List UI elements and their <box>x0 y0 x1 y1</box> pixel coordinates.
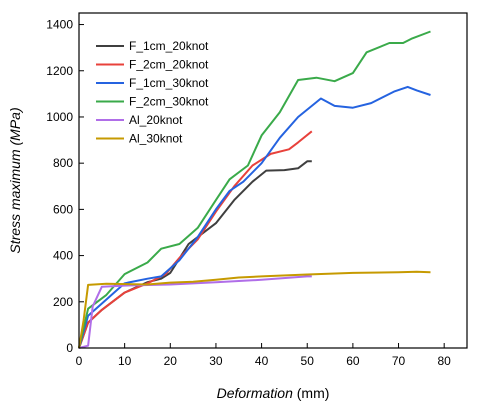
x-axis-title-main: Deformation <box>217 385 293 401</box>
series-line <box>78 85 431 349</box>
x-tick-label: 40 <box>255 354 269 368</box>
legend-label: Al_20knot <box>129 113 183 127</box>
legend: F_1cm_20knot F_2cm_20knot F_1cm_30knot F_2c… <box>96 39 209 146</box>
y-axis-title-main: Stress maximum <box>7 146 23 254</box>
x-tick-label: 60 <box>346 354 360 368</box>
x-axis-title-unit: (mm) <box>293 385 330 401</box>
ticks-layer: 0 10 20 30 40 50 60 70 8002004006008001000120014… <box>46 18 451 368</box>
series-line <box>78 270 431 349</box>
series-line <box>78 30 431 349</box>
x-tick-label: 70 <box>392 354 406 368</box>
legend-label: Al_30knot <box>129 132 183 146</box>
legend-label: F_2cm_20knot <box>129 58 209 72</box>
x-axis-title: Deformation (mm) <box>217 385 330 401</box>
y-tick-label: 0 <box>66 341 73 355</box>
x-tick-label: 20 <box>164 354 178 368</box>
x-tick-label: 80 <box>437 354 451 368</box>
x-tick-label: 0 <box>76 354 83 368</box>
legend-label: F_1cm_30knot <box>129 76 209 90</box>
y-tick-label: 1200 <box>46 64 73 78</box>
x-tick-label: 10 <box>118 354 132 368</box>
y-tick-label: 1000 <box>46 110 73 124</box>
x-tick-label: 50 <box>301 354 315 368</box>
y-tick-label: 600 <box>53 202 73 216</box>
y-tick-label: 1400 <box>46 18 73 32</box>
legend-label: F_2cm_30knot <box>129 95 209 109</box>
y-tick-label: 200 <box>53 295 73 309</box>
y-tick-label: 400 <box>53 249 73 263</box>
series-layer <box>78 30 431 349</box>
legend-label: F_1cm_20knot <box>129 39 209 53</box>
y-axis-title: Stress maximum (MPa) <box>7 107 23 253</box>
series-line <box>78 130 313 349</box>
plot-frame <box>78 12 468 349</box>
x-tick-label: 30 <box>209 354 223 368</box>
y-tick-label: 800 <box>53 156 73 170</box>
y-axis-title-unit: (MPa) <box>7 107 23 145</box>
